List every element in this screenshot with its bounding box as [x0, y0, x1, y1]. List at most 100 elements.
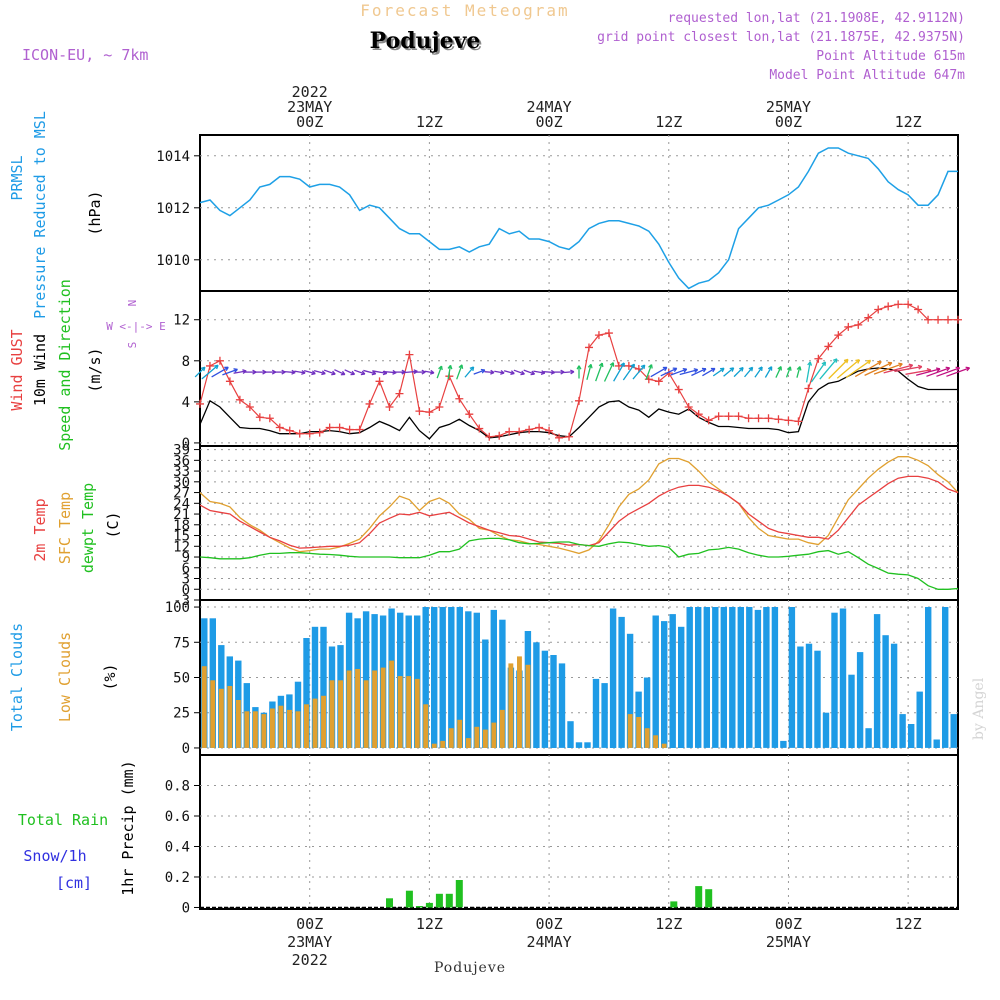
gust-marker: [794, 417, 803, 426]
precip-ytick-label: 0.6: [165, 809, 190, 825]
total-cloud-bar: [695, 607, 702, 748]
low-cloud-bar: [321, 695, 326, 748]
gust-marker: [704, 416, 713, 425]
low-cloud-bar: [363, 680, 369, 748]
pressure-line: [199, 147, 958, 290]
location-title-shadow: Podujeve: [372, 30, 483, 56]
total-cloud-bar: [908, 724, 915, 748]
dewpt-label: dewpt Temp: [79, 483, 97, 573]
wind-direction-arrow: [864, 361, 893, 376]
total-cloud-bar: [712, 607, 719, 748]
low-cloud-bar: [423, 704, 429, 748]
total-cloud-bar: [362, 611, 370, 748]
wind-direction-arrow: [543, 369, 556, 375]
total-cloud-bar: [448, 607, 455, 748]
total-cloud-bar: [601, 683, 608, 748]
wind-direction-arrow: [916, 367, 941, 376]
total-cloud-bar: [746, 607, 753, 748]
gust-marker: [824, 342, 833, 351]
gust-marker: [904, 300, 913, 309]
wind-direction-arrow: [796, 366, 802, 378]
total-cloud-bar: [737, 607, 744, 748]
low-cloud-bar: [636, 717, 642, 748]
gust-marker: [814, 354, 823, 363]
total-cloud-bar: [865, 728, 872, 748]
wind-direction-arrow: [785, 366, 792, 378]
wind-direction-arrow: [926, 366, 951, 377]
wind-direction-arrow: [660, 367, 678, 377]
low-cloud-bar: [457, 719, 463, 748]
clouds-ytick-label: 0: [182, 741, 190, 757]
gust-marker: [834, 331, 843, 340]
total-cloud-bar: [754, 609, 762, 748]
gust-marker: [305, 429, 314, 438]
total-cloud-bar: [916, 691, 923, 748]
wind-direction-arrow: [456, 364, 464, 380]
gridpoint-coords: grid point closest lon,lat (21.1875E, 42…: [597, 30, 965, 45]
temperature-ytick-label: 33: [173, 464, 190, 480]
temperature-ytick-label: 9: [182, 550, 190, 566]
wind-direction-arrow: [645, 364, 653, 380]
wind-direction-arrow: [622, 363, 636, 381]
total-cloud-bar: [533, 642, 540, 748]
total-cloud-bar: [839, 608, 847, 748]
total-cloud-bar: [550, 655, 557, 748]
temperature-ytick-label: 6: [182, 561, 190, 577]
clouds-ytick-label: 25: [173, 706, 190, 722]
low-cloud-bar: [218, 688, 224, 748]
gust-marker: [205, 361, 214, 370]
gust-marker: [934, 315, 943, 324]
rain-bar: [695, 886, 703, 908]
rain-bar: [445, 893, 453, 908]
wind-direction-arrow: [354, 369, 366, 376]
compass-s: S: [126, 342, 139, 349]
gust-marker: [435, 402, 444, 411]
wind-direction-arrow: [744, 366, 754, 378]
total-cloud-bar: [473, 612, 480, 748]
wind-direction-arrow: [819, 358, 838, 380]
top-time-label: 12Z: [416, 113, 443, 131]
sfc-temp-label: SFC Temp: [56, 492, 74, 564]
gust-marker: [744, 414, 753, 423]
pressure-panel-frame: [199, 134, 959, 292]
clouds-ytick-label: 50: [173, 671, 190, 687]
rain-bar: [455, 880, 463, 908]
wind-direction-arrow: [222, 368, 238, 376]
gust-marker: [894, 300, 903, 309]
low-cloud-bar: [201, 666, 207, 748]
gust-marker: [375, 377, 384, 386]
gust-marker: [485, 432, 494, 441]
gust-marker: [455, 394, 464, 403]
wind-direction-arrow: [424, 369, 435, 375]
low-cloud-bar: [653, 735, 659, 748]
gust-marker: [674, 385, 683, 394]
gust-marker: [405, 350, 414, 359]
gust-marker: [764, 414, 773, 423]
wind-direction-arrow: [595, 362, 604, 382]
gust-marker: [265, 414, 274, 423]
gust-marker: [684, 402, 693, 411]
wind-direction-arrow: [564, 369, 575, 375]
wind-direction-arrow: [494, 369, 505, 375]
total-cloud-bar: [652, 615, 659, 748]
product-title: Forecast Meteogram: [360, 1, 569, 20]
wind-direction-arrow: [650, 366, 668, 378]
temp2m-label: 2m Temp: [31, 498, 49, 561]
rain-bar: [415, 906, 423, 908]
bottom-time-label: 00Z: [296, 915, 323, 933]
total-cloud-bar: [609, 608, 617, 748]
wind-direction-arrow: [836, 359, 860, 379]
wind-direction-arrow: [764, 366, 773, 378]
top-time-label: 24MAY: [527, 98, 572, 116]
temperature-ytick-label: 27: [173, 486, 190, 502]
gust-marker: [245, 402, 254, 411]
gust-marker: [774, 415, 783, 424]
temperature-ytick-label: 18: [173, 518, 190, 534]
gust-marker: [804, 384, 813, 393]
total-cloud-bar: [780, 740, 787, 748]
wind-direction-arrow: [894, 364, 923, 373]
total-cloud-bar: [899, 714, 906, 748]
low-cloud-bar: [270, 708, 275, 748]
pressure-ytick-label: 1014: [156, 149, 190, 165]
gust-marker: [225, 377, 234, 386]
